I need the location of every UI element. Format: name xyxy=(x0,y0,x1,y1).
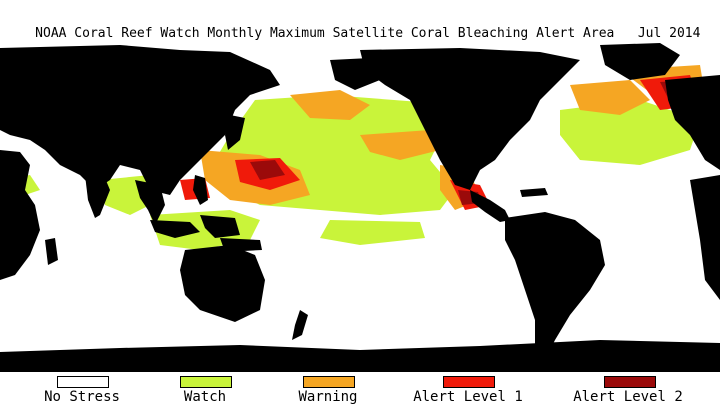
legend-swatch-watch xyxy=(180,376,232,388)
land-masses xyxy=(0,43,720,372)
legend-label-warning: Warning xyxy=(298,389,358,405)
legend: No Stress Watch Warning Alert Level 1 Al… xyxy=(0,373,720,411)
africa-land xyxy=(0,150,40,280)
world-map-svg xyxy=(0,40,720,372)
legend-label-watch: Watch xyxy=(183,389,227,405)
central-america-land xyxy=(470,190,510,222)
legend-item-no-stress: No Stress xyxy=(30,373,150,411)
south-america-land xyxy=(505,212,605,360)
legend-item-watch: Watch xyxy=(150,373,270,411)
antarctica-land xyxy=(0,340,720,372)
title-text: NOAA Coral Reef Watch Monthly Maximum Sa… xyxy=(35,26,615,41)
legend-item-alert-level-1: Alert Level 1 xyxy=(395,373,523,411)
africa-east-land xyxy=(690,175,720,300)
philippines-land xyxy=(193,175,208,205)
legend-swatch-no-stress xyxy=(57,376,109,388)
eurasia-land xyxy=(0,45,280,195)
legend-item-alert-level-2: Alert Level 2 xyxy=(550,373,683,411)
legend-swatch-warning xyxy=(303,376,355,388)
legend-item-warning: Warning xyxy=(270,373,390,411)
australia-land xyxy=(180,245,265,322)
greenland-land xyxy=(600,43,680,80)
legend-swatch-alert-level-2 xyxy=(604,376,656,388)
legend-label-alert-level-2: Alert Level 2 xyxy=(573,389,683,405)
legend-label-alert-level-1: Alert Level 1 xyxy=(413,389,523,405)
north-america-land xyxy=(360,48,580,190)
new-zealand-land xyxy=(292,310,308,340)
india-land xyxy=(85,175,110,218)
legend-label-no-stress: No Stress xyxy=(44,389,120,405)
europe-land xyxy=(665,75,720,170)
alaska-land xyxy=(330,58,380,90)
japan-land xyxy=(225,115,245,150)
title-date: Jul 2014 xyxy=(637,26,701,41)
bleaching-alert-map xyxy=(0,40,720,372)
map-title: NOAA Coral Reef Watch Monthly Maximum Sa… xyxy=(0,11,720,41)
indonesia-land xyxy=(150,220,200,238)
legend-swatch-alert-level-1 xyxy=(443,376,495,388)
indochina-land xyxy=(135,180,165,225)
